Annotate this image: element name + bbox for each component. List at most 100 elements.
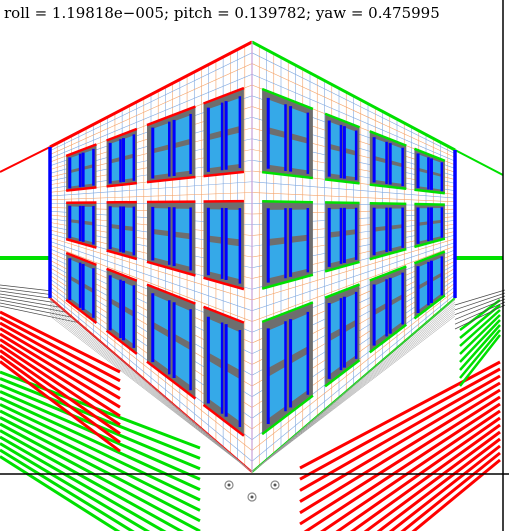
window-pane	[374, 160, 387, 182]
facade-grid-line	[252, 294, 455, 462]
window-pane	[431, 208, 442, 221]
window-pane	[374, 230, 387, 253]
perspective-guide-line	[49, 305, 253, 473]
window-pane	[374, 280, 387, 310]
horizontal-edge-segment	[262, 200, 313, 204]
horizontal-edge-segment	[324, 178, 360, 185]
horizontal-edge-segment	[65, 298, 98, 324]
vanishing-point-marker-left	[224, 480, 234, 490]
ground-line	[0, 310, 121, 374]
perspective-guide-line	[49, 315, 253, 473]
window-pane	[431, 276, 442, 301]
perspective-guide-line	[49, 311, 253, 473]
horizontal-edge-segment	[65, 251, 97, 267]
ground-line	[0, 349, 121, 435]
facade-grid-line	[50, 293, 252, 462]
perspective-guide-line	[251, 299, 456, 473]
ground-line	[363, 430, 501, 531]
window-pane	[329, 148, 341, 176]
ground-line	[454, 298, 506, 320]
window-pane	[226, 371, 240, 422]
facade-grid-line	[50, 244, 252, 322]
window-pane	[69, 154, 81, 171]
perspective-guide-line	[49, 307, 253, 473]
perspective-guide-line	[49, 299, 253, 473]
ground-line	[299, 367, 501, 481]
window-pane	[83, 287, 94, 315]
window-pane	[329, 299, 341, 335]
vanishing-point-marker-right	[270, 480, 280, 490]
window-pane	[329, 236, 341, 264]
horizontal-edge-segment	[146, 283, 196, 305]
horizontal-edge-segment	[261, 273, 314, 290]
rotation-caption: roll = 1.19818e−005; pitch = 0.139782; y…	[4, 4, 440, 22]
detected-edge-segments	[48, 40, 457, 473]
facade-grid-line	[50, 192, 252, 201]
window-pane	[374, 308, 387, 343]
ground-line	[0, 435, 167, 531]
facade-grid-line	[50, 63, 252, 155]
window-pane	[83, 265, 94, 289]
facade-grid-line	[252, 290, 455, 451]
window-pane	[174, 144, 191, 173]
facade-grid-line	[50, 237, 252, 301]
window-pane	[329, 121, 341, 147]
perspective-guide-line	[49, 301, 253, 473]
window-pane	[110, 303, 121, 335]
window-pane	[174, 208, 191, 234]
ground-line	[0, 327, 121, 400]
window-pane	[344, 152, 357, 178]
horizontal-edge-segment	[369, 183, 407, 191]
ground-line	[0, 321, 121, 391]
horizontal-edge-segment	[369, 130, 407, 147]
ground-line	[0, 442, 151, 531]
facade-grid-line	[252, 73, 455, 162]
ground-line	[388, 444, 501, 531]
ground-line	[400, 451, 501, 531]
ground-line	[0, 416, 201, 523]
window-pane	[226, 209, 240, 240]
window-pane	[69, 259, 81, 282]
ground-line	[459, 334, 501, 387]
ground-line	[459, 324, 501, 371]
ground-line	[0, 422, 201, 531]
facade-grid-line	[50, 241, 252, 312]
window-pane	[418, 208, 429, 223]
window-pane	[390, 273, 403, 301]
perspective-guide-line	[49, 297, 253, 473]
ground-line	[454, 301, 506, 325]
window-pane	[152, 149, 170, 176]
perspective-guide-line	[49, 309, 253, 473]
perspective-guide-line	[251, 305, 456, 473]
window-pane	[110, 161, 121, 182]
ground-line	[299, 388, 501, 515]
window-pane	[418, 154, 429, 171]
window-pane	[268, 99, 286, 132]
window-pane	[290, 313, 308, 356]
horizontal-edge-segment	[368, 323, 408, 354]
window-pane	[431, 222, 442, 239]
horizontal-edge-segment	[146, 175, 196, 184]
ground-line	[454, 295, 506, 315]
window-pane	[374, 208, 387, 228]
ground-line	[454, 289, 506, 306]
window-pane	[208, 104, 223, 135]
horizontal-edge-segment	[146, 260, 196, 277]
horizontal-edge-segment	[414, 202, 445, 206]
window-pane	[390, 144, 403, 164]
perspective-guide-line	[251, 313, 456, 473]
perspective-guide-line	[251, 301, 456, 473]
window-pane	[83, 167, 94, 185]
window-pane	[329, 209, 341, 233]
facade-grid-line	[252, 242, 455, 312]
window-pane	[174, 115, 191, 144]
ground-line	[454, 292, 506, 311]
window-pane	[268, 209, 286, 239]
perspective-guide-line	[49, 303, 253, 473]
ground-line	[0, 343, 121, 427]
window-pane	[390, 208, 403, 226]
window-pane	[268, 133, 286, 168]
horizontal-edge-segment	[106, 181, 137, 188]
ground-line	[335, 416, 501, 531]
ground-line	[0, 429, 185, 531]
